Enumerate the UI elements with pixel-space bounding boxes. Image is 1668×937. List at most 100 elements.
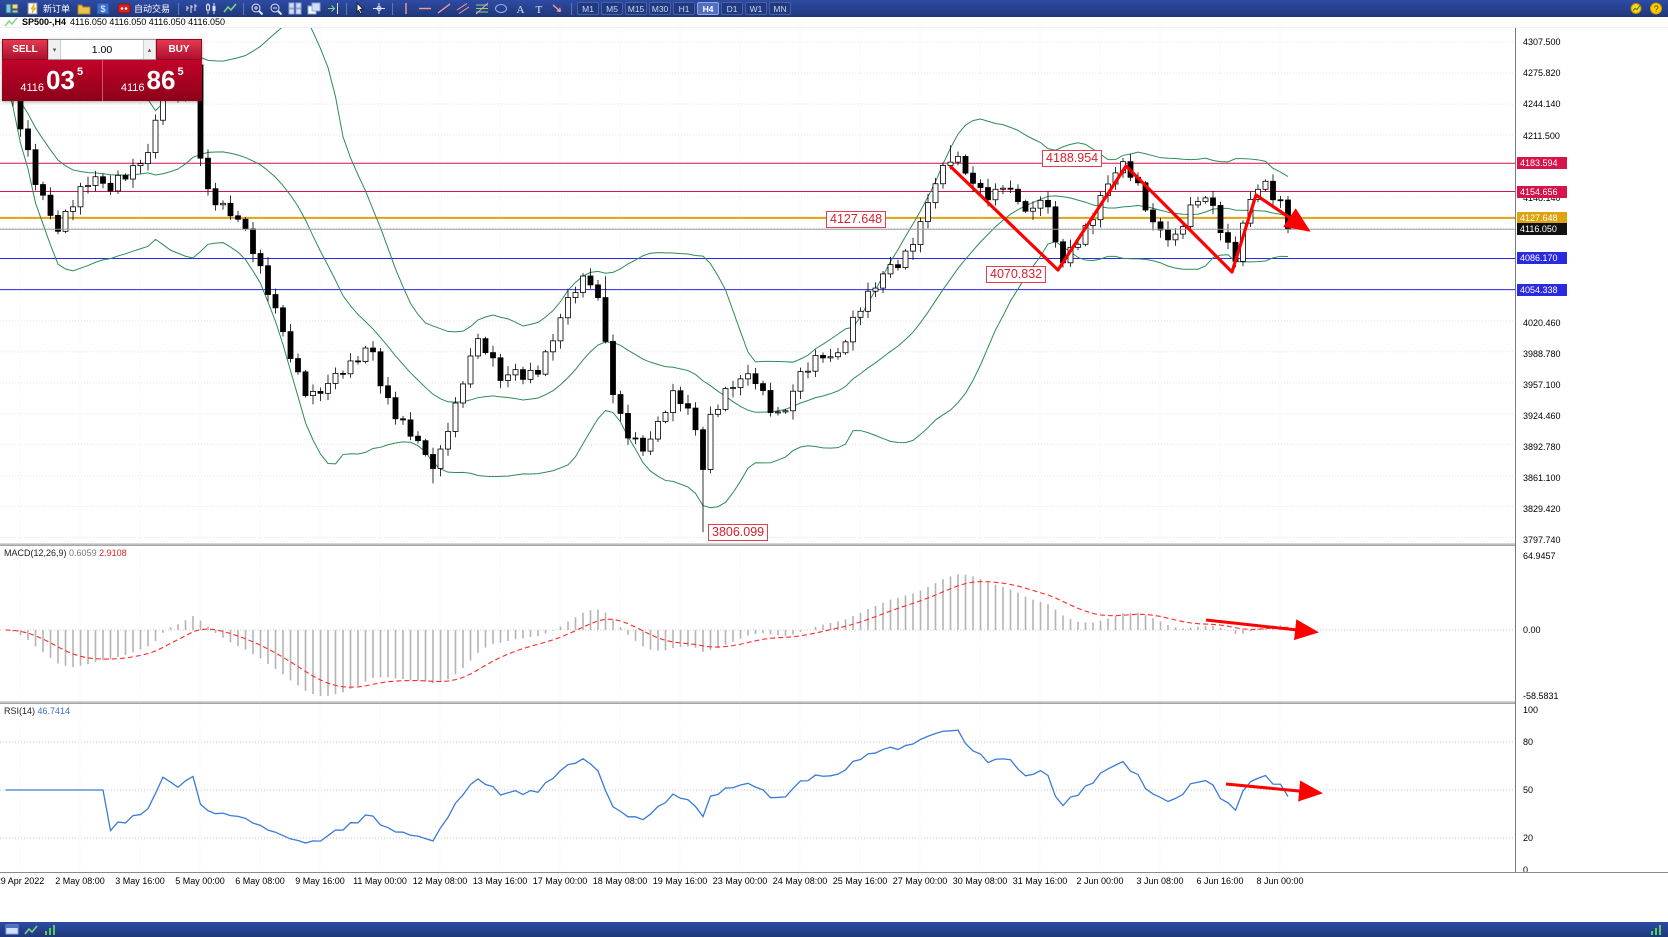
arrow-tool-icon[interactable] [549, 1, 567, 16]
price-axis[interactable]: 4307.500 4275.820 4244.140 4211.500 4148.140… [1515, 28, 1668, 890]
horizontal-line-icon[interactable] [416, 1, 434, 16]
candlestick-chart-icon[interactable] [202, 1, 220, 16]
chart-mini-icon[interactable] [24, 923, 38, 936]
svg-text:?: ? [1654, 4, 1659, 14]
macd-splitter[interactable] [0, 543, 1668, 546]
time-tick: 3 May 16:00 [115, 876, 165, 886]
price-tick: 3957.100 [1523, 379, 1561, 390]
macd-axis-top: 64.9457 [1523, 551, 1556, 561]
price-level-chip: 4116.050 [1517, 223, 1567, 236]
sell-button[interactable]: SELL [2, 39, 48, 60]
price-level-chip: 4086.170 [1517, 252, 1567, 265]
market-watch-icon[interactable]: $ [94, 1, 112, 16]
rsi-panel[interactable]: RSI(14) 46.7414 [0, 704, 1515, 872]
shapes-icon[interactable] [492, 1, 510, 16]
lot-increase-button[interactable]: ▴ [143, 40, 156, 59]
candlestick-chart-canvas [0, 28, 1515, 543]
chart-profiles-icon[interactable] [75, 1, 93, 16]
toolbar-separator [392, 2, 394, 15]
rsi-axis-tick: 50 [1523, 785, 1534, 795]
buy-button[interactable]: BUY [156, 39, 202, 60]
price-tick: 3797.740 [1523, 535, 1561, 546]
price-level-chip: 4154.656 [1517, 185, 1567, 198]
time-tick: 11 May 00:00 [353, 876, 407, 886]
text-label-icon[interactable]: T [530, 1, 548, 16]
timeframe-m30[interactable]: M30 [649, 2, 672, 15]
buy-price-handle: 4116 [120, 82, 145, 94]
cursor-icon[interactable] [351, 1, 369, 16]
sell-price-big: 03 [46, 65, 75, 95]
price-level-chip: 4127.648 [1517, 211, 1567, 224]
new-order-button[interactable]: 新订单 [22, 1, 74, 16]
toolbar-items: 新订单 $ 自动交易 A T [3, 1, 575, 16]
time-tick: 29 Apr 2022 [0, 876, 45, 886]
zoom-out-icon[interactable] [267, 1, 285, 16]
time-axis[interactable]: 29 Apr 2022 2 May 08:00 3 May 16:00 5 May 0… [0, 872, 1668, 890]
new-chart-icon[interactable] [3, 1, 21, 16]
time-tick: 8 Jun 00:00 [1256, 876, 1304, 886]
rsi-splitter[interactable] [0, 701, 1668, 704]
price-tick: 3892.780 [1523, 442, 1561, 453]
price-annotation: 4127.648 [826, 211, 887, 228]
timeframe-d1[interactable]: D1 [721, 2, 744, 15]
timeframe-w1[interactable]: W1 [745, 2, 768, 15]
price-annotation: 4188.954 [1042, 150, 1103, 167]
crosshair-icon[interactable] [370, 1, 388, 16]
text-icon[interactable]: A [511, 1, 529, 16]
timeframe-h1[interactable]: H1 [673, 2, 696, 15]
signal-icon[interactable] [43, 923, 57, 936]
lot-decrease-button[interactable]: ▾ [48, 40, 61, 59]
macd-axis-zero: 0.00 [1523, 625, 1541, 635]
macd-panel[interactable]: MACD(12,26,9) 0.6059 2.9108 [0, 546, 1515, 701]
price-annotation: 3806.099 [708, 524, 769, 541]
sell-price-pip: 5 [76, 66, 84, 78]
time-tick: 17 May 00:00 [532, 876, 588, 886]
autotrade-button[interactable]: 自动交易 [113, 1, 174, 16]
connection-signal-icon [1649, 923, 1663, 936]
timeframe-m5[interactable]: M5 [601, 2, 624, 15]
vertical-line-icon[interactable] [397, 1, 415, 16]
window-icon[interactable] [5, 923, 19, 936]
price-level-chip: 4183.594 [1517, 157, 1567, 170]
price-tick: 3861.100 [1523, 473, 1561, 484]
time-tick: 27 May 00:00 [892, 876, 948, 886]
toolbar-separator [178, 2, 180, 15]
line-chart-icon[interactable] [221, 1, 239, 16]
sell-price-handle: 4116 [20, 82, 45, 94]
trendline-icon[interactable] [435, 1, 453, 16]
sell-price[interactable]: 4116 03 5 [2, 60, 102, 101]
timeframe-m15[interactable]: M15 [625, 2, 648, 15]
time-tick: 2 Jun 00:00 [1076, 876, 1124, 886]
fibonacci-icon[interactable] [473, 1, 491, 16]
main-chart[interactable]: 4188.954 4127.648 4070.832 3806.099 [0, 28, 1515, 543]
chart-title-symbol: SP500-,H4 [22, 17, 67, 27]
toolbar-right-icons: ? [1627, 1, 1665, 16]
time-tick: 19 May 16:00 [652, 876, 708, 886]
price-tick: 3829.420 [1523, 504, 1561, 515]
help-icon[interactable]: ? [1647, 1, 1665, 16]
timeframe-mn[interactable]: MN [769, 2, 792, 15]
buy-price[interactable]: 4116 86 5 [101, 60, 203, 101]
chart-title-row: SP500-,H4 4116.050 4116.050 4116.050 411… [0, 17, 1668, 28]
bar-chart-icon[interactable] [183, 1, 201, 16]
indicators-icon[interactable] [1627, 1, 1645, 16]
tile-windows-icon[interactable] [286, 1, 304, 16]
time-tick: 23 May 00:00 [712, 876, 768, 886]
price-tick: 4275.820 [1523, 68, 1561, 79]
time-tick: 5 May 00:00 [175, 876, 225, 886]
rsi-axis-tick: 20 [1523, 833, 1534, 843]
price-tick: 4020.460 [1523, 317, 1561, 328]
one-click-trading-panel: SELL ▾ ▴ BUY 4116 03 5 4116 86 5 [2, 39, 202, 101]
chart-shift-icon[interactable] [324, 1, 342, 16]
time-tick: 2 May 08:00 [55, 876, 105, 886]
timeframe-h4[interactable]: H4 [697, 2, 720, 15]
price-tick: 3988.780 [1523, 348, 1561, 359]
timeframe-m1[interactable]: M1 [577, 2, 600, 15]
channel-icon[interactable] [454, 1, 472, 16]
rsi-canvas [0, 704, 1515, 872]
lot-size-input[interactable] [61, 40, 143, 59]
auto-arrange-icon[interactable] [305, 1, 323, 16]
time-tick: 25 May 16:00 [832, 876, 888, 886]
status-bar [0, 922, 1668, 937]
zoom-in-icon[interactable] [248, 1, 266, 16]
